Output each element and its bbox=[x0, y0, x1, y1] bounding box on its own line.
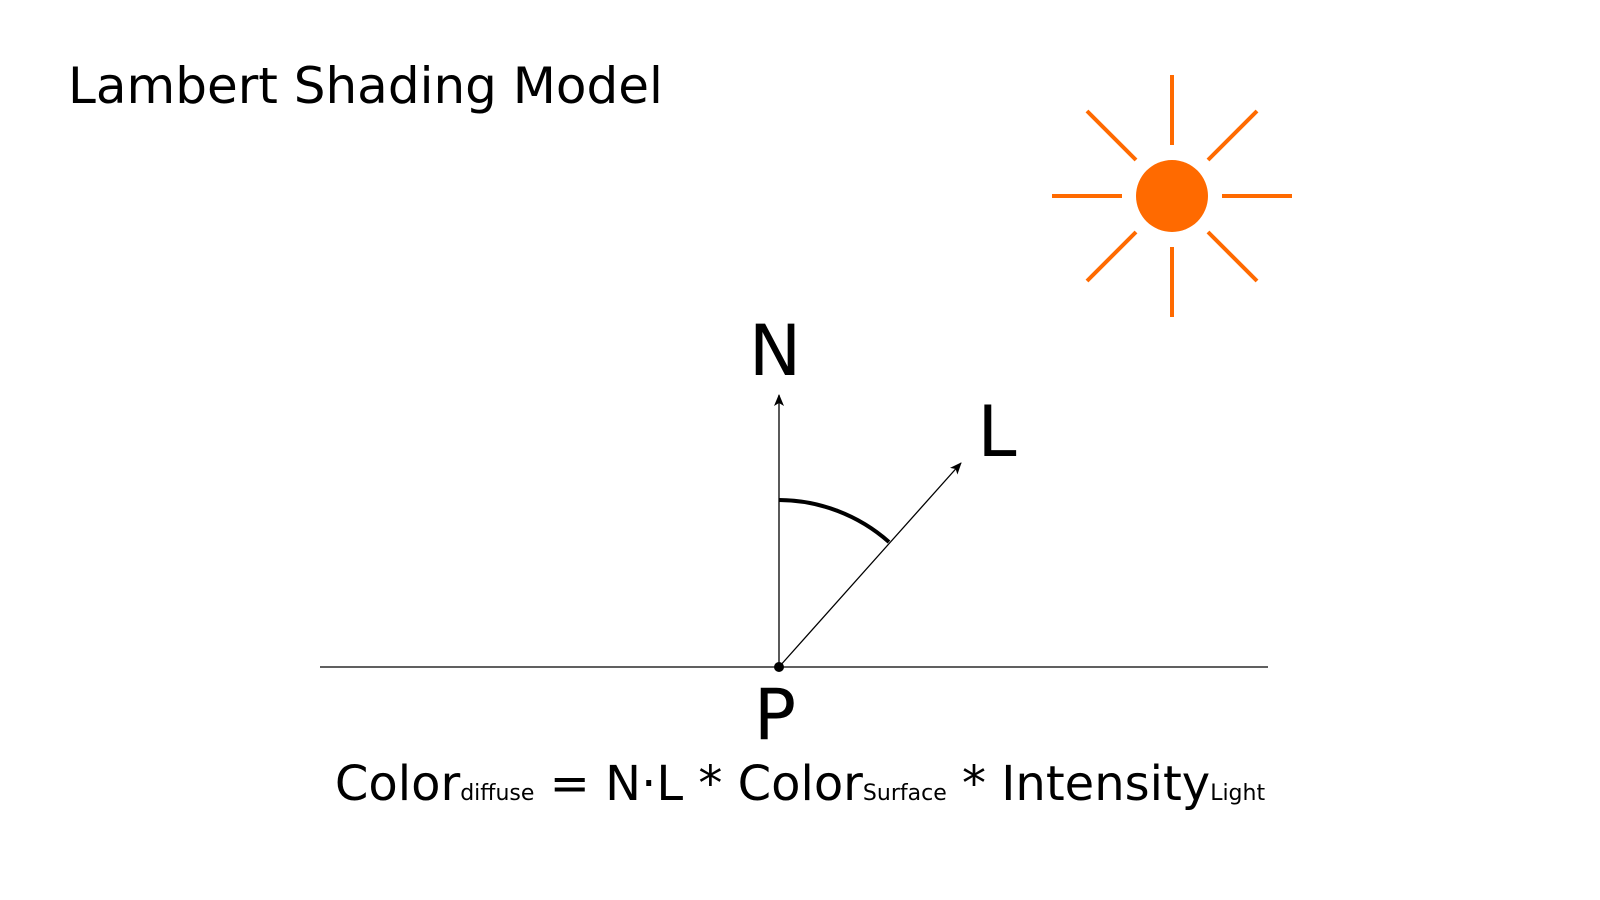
formula-sub-light: Light bbox=[1210, 781, 1266, 806]
sun-ray bbox=[1206, 109, 1259, 162]
label-normal: N bbox=[749, 310, 801, 392]
sun-ray bbox=[1085, 230, 1138, 283]
angle-arc bbox=[778, 498, 891, 544]
formula-dot-product: N·L bbox=[605, 756, 684, 812]
point-dot bbox=[774, 662, 784, 672]
sun-icon bbox=[1052, 75, 1292, 317]
slide-title: Lambert Shading Model bbox=[68, 57, 663, 115]
formula-term-color-surface: Color bbox=[737, 756, 863, 812]
sun-disc bbox=[1136, 160, 1208, 232]
formula-multiply: * bbox=[698, 756, 723, 812]
label-point: P bbox=[754, 674, 796, 756]
sun-ray bbox=[1085, 109, 1138, 162]
formula-multiply: * bbox=[962, 756, 986, 812]
lambert-formula: Colordiffuse = N·L * ColorSurface * Inte… bbox=[0, 754, 1600, 824]
sun-ray bbox=[1206, 230, 1259, 283]
formula-sub-surface: Surface bbox=[862, 781, 947, 806]
formula-sub-diffuse: diffuse bbox=[460, 781, 535, 806]
formula-equals: = bbox=[549, 756, 590, 812]
formula-term-intensity: Intensity bbox=[1001, 756, 1211, 812]
formula-term-color: Color bbox=[334, 756, 461, 812]
light-vector bbox=[778, 462, 962, 668]
label-light: L bbox=[978, 391, 1017, 473]
